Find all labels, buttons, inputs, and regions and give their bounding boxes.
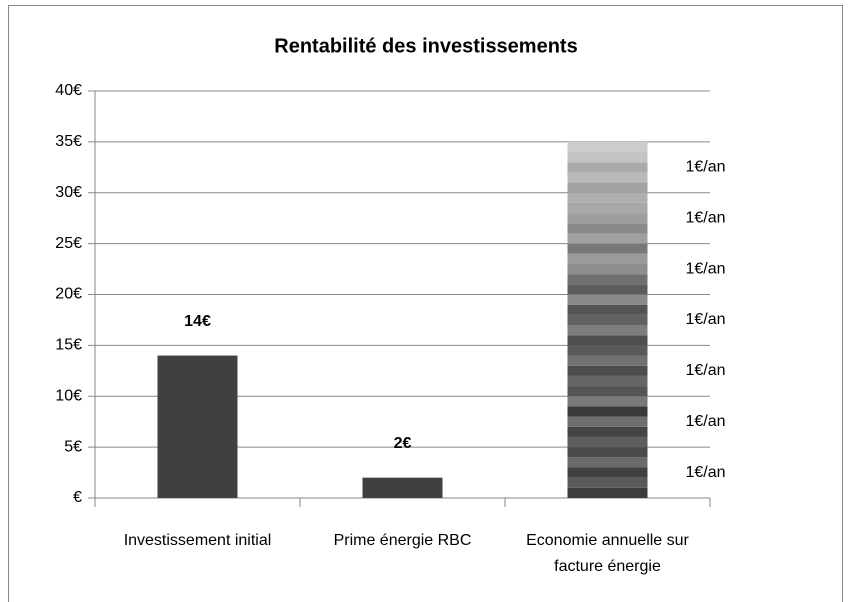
data-label: 14€ (184, 313, 211, 330)
bar (567, 325, 648, 336)
bar (567, 365, 648, 376)
bar (567, 416, 648, 427)
y-tick-label: 35€ (55, 133, 82, 150)
bar (567, 294, 648, 305)
bar (567, 162, 648, 173)
bar (567, 447, 648, 458)
bar (567, 386, 648, 397)
bar (567, 457, 648, 468)
y-tick-label: 25€ (55, 235, 82, 252)
bar (567, 396, 648, 407)
x-tick-label: Economie annuelle sur facture énergie (526, 532, 689, 575)
chart-title: Rentabilité des investissements (274, 35, 577, 57)
bar (567, 263, 648, 275)
bar (567, 253, 648, 264)
y-tick-label: 10€ (55, 387, 82, 404)
bar (567, 192, 648, 203)
bar (567, 141, 648, 153)
bar (567, 243, 648, 254)
bar (567, 355, 648, 366)
bar (567, 426, 648, 437)
x-tick-label: Investissement initial (123, 532, 272, 549)
y-tick-label: 40€ (55, 82, 82, 99)
y-tick-label: 30€ (55, 184, 82, 201)
data-label: 1€/an (686, 311, 726, 328)
y-tick-label: € (73, 489, 82, 506)
chart-border (8, 5, 843, 602)
y-tick-label: 5€ (64, 438, 82, 455)
bar (567, 233, 648, 244)
bar (567, 202, 648, 214)
bar (362, 477, 443, 498)
data-label: 1€/an (686, 413, 726, 430)
bar (567, 152, 648, 163)
bar (567, 477, 648, 488)
data-label: 1€/an (686, 159, 726, 176)
bar (567, 335, 648, 346)
y-tick-label: 15€ (55, 337, 82, 354)
bar (567, 406, 648, 417)
bar (567, 172, 648, 183)
data-label: 1€/an (686, 260, 726, 277)
bar (567, 314, 648, 326)
y-tick-label: 20€ (55, 286, 82, 303)
data-label: 1€/an (686, 209, 726, 226)
x-tick-label: Prime énergie RBC (333, 532, 472, 549)
data-label: 1€/an (686, 464, 726, 481)
bar (567, 274, 648, 285)
bar (567, 223, 648, 234)
bar (567, 213, 648, 224)
bar (567, 284, 648, 295)
bar (567, 304, 648, 315)
bar (567, 182, 648, 193)
bar (567, 375, 648, 387)
data-label: 1€/an (686, 362, 726, 379)
bar (567, 487, 648, 498)
bar (567, 345, 648, 356)
bar (157, 355, 238, 498)
data-label: 2€ (394, 435, 412, 452)
bar (567, 436, 648, 448)
bar (567, 467, 648, 478)
